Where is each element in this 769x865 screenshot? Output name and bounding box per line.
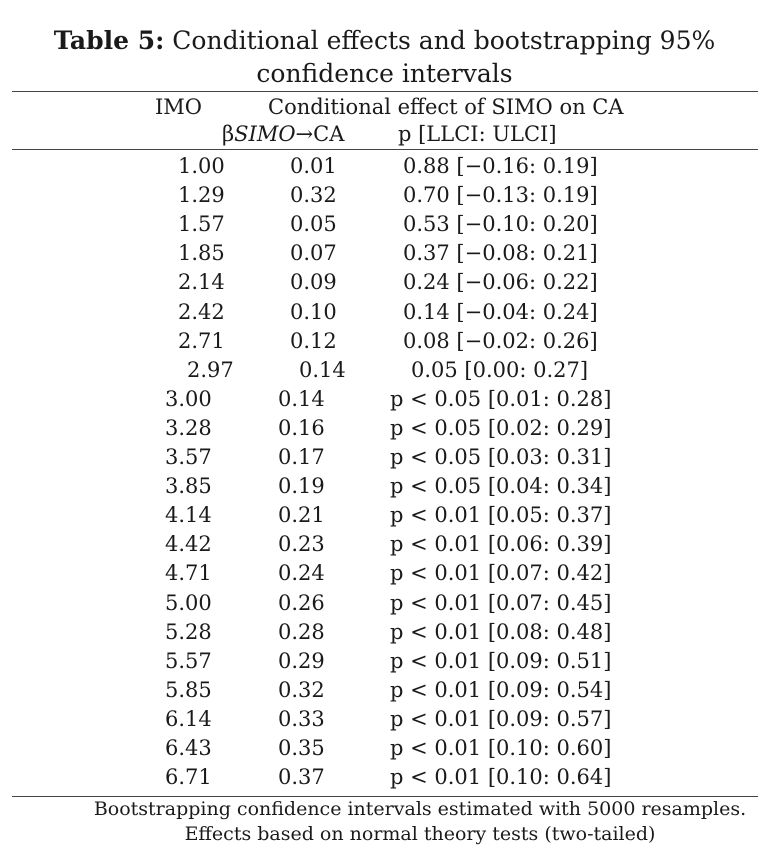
row-imo: 5.00 <box>165 591 212 615</box>
row-imo: 6.71 <box>165 765 212 789</box>
row-imo: 1.00 <box>178 154 225 178</box>
row-imo: 1.57 <box>178 212 225 236</box>
row-beta: 0.33 <box>278 707 325 731</box>
table-title: Table 5: Conditional effects and bootstr… <box>0 24 769 90</box>
row-beta: 0.16 <box>278 416 325 440</box>
row-imo: 5.57 <box>165 649 212 673</box>
bottom-rule <box>12 796 758 797</box>
table-label: Table 5: <box>53 26 165 55</box>
row-imo: 1.85 <box>178 241 225 265</box>
row-p-interval: 0.24 [−0.06: 0.22] <box>403 270 598 294</box>
row-beta: 0.32 <box>290 183 337 207</box>
row-imo: 4.71 <box>165 561 212 585</box>
row-p-interval: 0.05 [0.00: 0.27] <box>411 358 589 382</box>
row-p-interval: p < 0.01 [0.06: 0.39] <box>390 532 612 556</box>
row-imo: 4.42 <box>165 532 212 556</box>
row-imo: 3.85 <box>165 474 212 498</box>
row-beta: 0.07 <box>290 241 337 265</box>
row-beta: 0.17 <box>278 445 325 469</box>
row-beta: 0.09 <box>290 270 337 294</box>
row-imo: 3.00 <box>165 387 212 411</box>
row-imo: 1.29 <box>178 183 225 207</box>
row-p-interval: 0.37 [−0.08: 0.21] <box>403 241 598 265</box>
row-imo: 3.28 <box>165 416 212 440</box>
row-p-interval: 0.70 [−0.13: 0.19] <box>403 183 598 207</box>
row-beta: 0.05 <box>290 212 337 236</box>
row-imo: 2.42 <box>178 300 225 324</box>
row-beta: 0.19 <box>278 474 325 498</box>
row-beta: 0.23 <box>278 532 325 556</box>
row-beta: 0.14 <box>299 358 346 382</box>
table-title-line-2: confidence intervals <box>256 59 513 88</box>
row-p-interval: p < 0.01 [0.07: 0.45] <box>390 591 612 615</box>
row-p-interval: 0.88 [−0.16: 0.19] <box>403 154 598 178</box>
row-beta: 0.28 <box>278 620 325 644</box>
row-p-interval: p < 0.01 [0.09: 0.51] <box>390 649 612 673</box>
row-imo: 2.71 <box>178 329 225 353</box>
table-caption: Conditional effects and bootstrapping 95… <box>172 26 716 55</box>
row-imo: 4.14 <box>165 503 212 527</box>
header-rule <box>12 149 758 150</box>
row-beta: 0.12 <box>290 329 337 353</box>
row-p-interval: p < 0.01 [0.09: 0.57] <box>390 707 612 731</box>
header-p-interval: p [LLCI: ULCI] <box>398 122 557 146</box>
row-beta: 0.01 <box>290 154 337 178</box>
header-beta-simo: SIMO <box>234 122 296 146</box>
row-p-interval: p < 0.05 [0.01: 0.28] <box>390 387 612 411</box>
row-p-interval: 0.08 [−0.02: 0.26] <box>403 329 598 353</box>
row-beta: 0.35 <box>278 736 325 760</box>
row-imo: 3.57 <box>165 445 212 469</box>
table-title-line-1: Table 5: Conditional effects and bootstr… <box>0 24 769 57</box>
row-imo: 5.28 <box>165 620 212 644</box>
row-p-interval: p < 0.05 [0.02: 0.29] <box>390 416 612 440</box>
row-beta: 0.29 <box>278 649 325 673</box>
top-rule <box>12 91 758 92</box>
row-beta: 0.26 <box>278 591 325 615</box>
table-footnote: Bootstrapping confidence intervals estim… <box>0 797 769 847</box>
row-beta: 0.32 <box>278 678 325 702</box>
row-p-interval: p < 0.05 [0.03: 0.31] <box>390 445 612 469</box>
header-conditional-effect: Conditional effect of SIMO on CA <box>268 95 624 119</box>
row-p-interval: 0.14 [−0.04: 0.24] <box>403 300 598 324</box>
row-beta: 0.21 <box>278 503 325 527</box>
row-p-interval: p < 0.01 [0.09: 0.54] <box>390 678 612 702</box>
row-imo: 2.97 <box>187 358 234 382</box>
row-imo: 5.85 <box>165 678 212 702</box>
header-beta: βSIMO→CA <box>222 120 344 148</box>
row-imo: 6.14 <box>165 707 212 731</box>
row-beta: 0.14 <box>278 387 325 411</box>
row-imo: 6.43 <box>165 736 212 760</box>
row-p-interval: p < 0.01 [0.08: 0.48] <box>390 620 612 644</box>
row-p-interval: p < 0.05 [0.04: 0.34] <box>390 474 612 498</box>
row-p-interval: 0.53 [−0.10: 0.20] <box>403 212 598 236</box>
row-imo: 2.14 <box>178 270 225 294</box>
header-beta-arrow-ca: →CA <box>295 122 345 146</box>
row-p-interval: p < 0.01 [0.10: 0.64] <box>390 765 612 789</box>
row-p-interval: p < 0.01 [0.07: 0.42] <box>390 561 612 585</box>
row-beta: 0.37 <box>278 765 325 789</box>
row-beta: 0.10 <box>290 300 337 324</box>
row-beta: 0.24 <box>278 561 325 585</box>
header-beta-symbol: β <box>222 122 235 146</box>
row-p-interval: p < 0.01 [0.05: 0.37] <box>390 503 612 527</box>
header-imo: IMO <box>155 95 203 119</box>
footnote-line-2: Effects based on normal theory tests (tw… <box>184 823 656 845</box>
footnote-line-1: Bootstrapping confidence intervals estim… <box>93 798 747 820</box>
row-p-interval: p < 0.01 [0.10: 0.60] <box>390 736 612 760</box>
